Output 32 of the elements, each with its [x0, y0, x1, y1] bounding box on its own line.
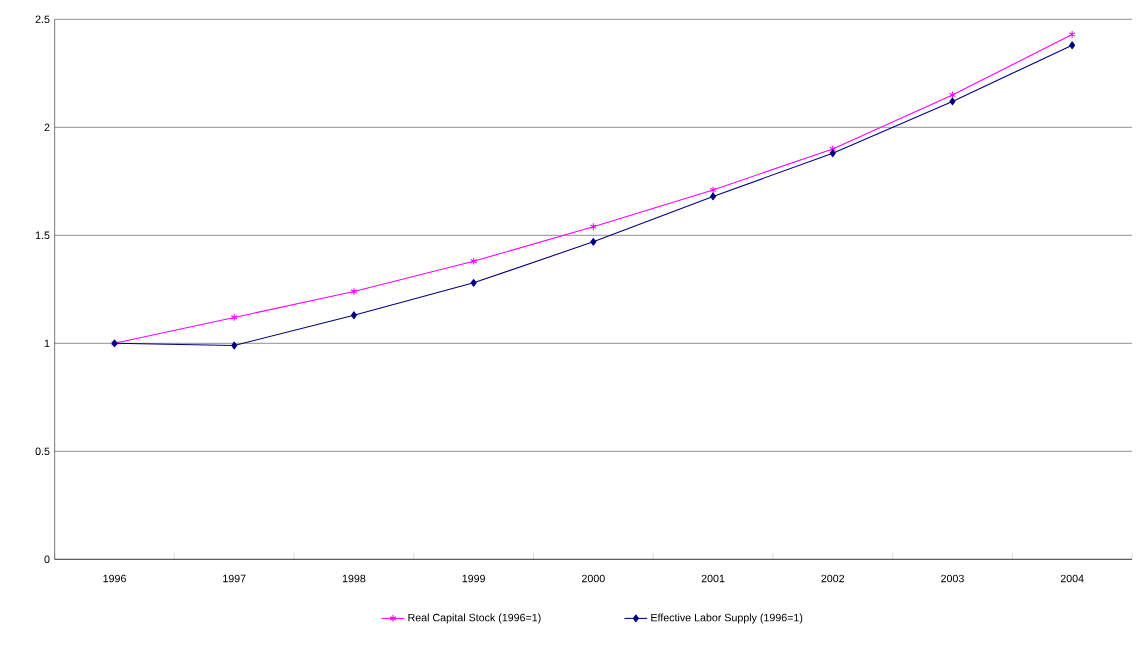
- point: [949, 91, 956, 99]
- y-tick-label: 0: [44, 555, 50, 564]
- legend-label: Effective Labor Supply (1996=1): [651, 613, 803, 624]
- point: [589, 222, 597, 231]
- x-tick-label: 1997: [223, 574, 246, 583]
- x-tick-label: 2003: [941, 574, 964, 583]
- y-tick-label: 2.5: [35, 15, 50, 24]
- point: [710, 192, 717, 201]
- x-tick-label: 2004: [1060, 574, 1084, 583]
- x-tick-label: 1998: [342, 574, 366, 583]
- point: [350, 311, 357, 320]
- x-tick-label: 2002: [821, 574, 845, 583]
- point: [829, 149, 836, 158]
- point: [470, 278, 477, 287]
- x-tick-label: 2001: [701, 574, 725, 583]
- point: [949, 97, 956, 106]
- point: [709, 186, 717, 194]
- y-tick-label: 2: [44, 123, 50, 132]
- y-tick-label: 1.5: [35, 231, 50, 240]
- point: [230, 313, 238, 322]
- point: [231, 341, 238, 350]
- y-tick-label: 1: [44, 339, 50, 347]
- x-tick-label: 1996: [103, 574, 126, 583]
- point: [350, 287, 358, 296]
- point: [1068, 30, 1076, 39]
- point: [1069, 41, 1076, 50]
- x-tick-label: 2000: [582, 574, 605, 583]
- y-tick-label: 0.5: [35, 447, 50, 456]
- point: [590, 237, 597, 246]
- point: [470, 257, 478, 266]
- legend-label: Real Capital Stock (1996=1): [408, 613, 541, 624]
- x-tick-label: 1999: [462, 574, 485, 583]
